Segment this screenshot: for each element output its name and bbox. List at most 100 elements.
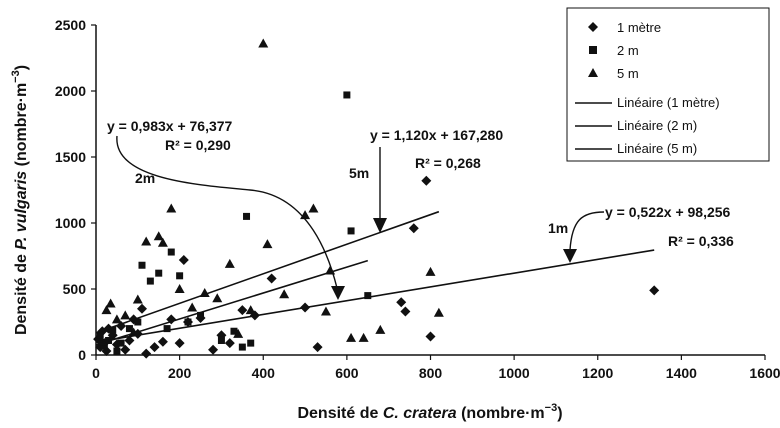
point-1m [224, 338, 235, 349]
point-1m [208, 344, 219, 355]
legend-label-linear-5m: Linéaire (5 m) [617, 141, 697, 156]
point-2m [146, 277, 154, 285]
point-2m [343, 91, 351, 99]
legend-label-2m: 2 m [617, 43, 639, 58]
arrow-head-1m [563, 249, 577, 263]
point-2m [155, 269, 163, 277]
point-2m [217, 336, 225, 344]
tag-5m: 5m [349, 165, 369, 181]
point-1m [649, 285, 660, 296]
trend-lines [95, 210, 655, 346]
point-2m [113, 347, 121, 355]
point-5m [433, 307, 444, 317]
y-axis-title: Densité de P. vulgaris (nombre·m−3) [10, 65, 30, 335]
point-1m [425, 331, 436, 342]
point-5m [233, 328, 244, 338]
x-tick-label: 200 [168, 365, 192, 381]
x-tick-label: 1200 [582, 365, 613, 381]
point-5m [224, 258, 235, 268]
point-5m [105, 298, 116, 308]
point-5m [346, 332, 357, 342]
annotation-1m: y = 0,522x + 98,256 R² = 0,336 1m [548, 204, 734, 263]
point-2m [364, 292, 372, 300]
x-tick-label: 800 [419, 365, 443, 381]
x-tick-label: 600 [335, 365, 359, 381]
point-5m [153, 231, 164, 241]
point-1m [120, 344, 131, 355]
x-tick-label: 1400 [666, 365, 697, 381]
trend-line-1m [95, 249, 655, 343]
point-1m [149, 342, 160, 353]
point-5m [262, 239, 273, 249]
legend-diamond-icon [588, 22, 598, 32]
x-tick-label: 0 [92, 365, 100, 381]
point-1m [237, 305, 248, 316]
point-2m [117, 339, 125, 347]
r2-1m: R² = 0,336 [668, 233, 734, 249]
point-2m [247, 339, 255, 347]
point-2m [184, 318, 192, 326]
point-1m [312, 342, 323, 353]
point-1m [178, 254, 189, 265]
callout-curve-2m [116, 135, 338, 289]
x-tick-label: 1600 [749, 365, 780, 381]
trend-line-2m [95, 259, 369, 346]
point-5m [425, 266, 436, 276]
r2-5m: R² = 0,268 [415, 155, 481, 171]
point-1m [141, 348, 152, 359]
point-2m [138, 261, 146, 269]
point-2m [230, 327, 238, 335]
point-5m [132, 294, 143, 304]
legend-label-linear-1m: Linéaire (1 mètre) [617, 95, 720, 110]
callout-curve-1m [569, 211, 605, 251]
point-2m [243, 212, 251, 220]
point-1m [124, 335, 135, 346]
point-5m [375, 324, 386, 334]
point-2m [167, 248, 175, 256]
point-5m [258, 38, 269, 48]
legend-triangle-icon [588, 68, 598, 77]
x-ticks: 0 200 400 600 800 1000 1200 1400 1600 [92, 355, 780, 381]
point-2m [163, 325, 171, 333]
arrow-head-2m [331, 286, 345, 300]
point-2m [238, 343, 246, 351]
point-1m [400, 306, 411, 317]
point-5m [101, 305, 112, 315]
y-tick-label: 2500 [55, 17, 86, 33]
point-5m [320, 306, 331, 316]
arrow-head-5m [373, 218, 387, 233]
legend: 1 mètre 2 m 5 m Linéaire (1 mètre) Linéa… [566, 7, 770, 162]
point-2m [134, 318, 142, 326]
point-5m [174, 284, 185, 293]
legend-label-1m: 1 mètre [617, 20, 661, 35]
y-tick-label: 2000 [55, 83, 86, 99]
y-tick-label: 1000 [55, 215, 86, 231]
x-tick-label: 400 [252, 365, 276, 381]
point-2m [109, 326, 117, 334]
y-tick-label: 1500 [55, 149, 86, 165]
point-5m [308, 203, 319, 213]
point-5m [212, 293, 223, 303]
point-5m [358, 332, 369, 342]
equation-2m: y = 0,983x + 76,377 [107, 118, 233, 134]
point-1m [136, 303, 147, 314]
r2-2m: R² = 0,290 [165, 137, 231, 153]
x-tick-label: 1000 [499, 365, 530, 381]
y-tick-label: 0 [78, 347, 86, 363]
point-5m [279, 289, 290, 299]
point-1m [408, 223, 419, 234]
point-1m [174, 338, 185, 349]
point-5m [120, 310, 131, 320]
point-5m [245, 305, 256, 315]
annotation-2m: y = 0,983x + 76,377 R² = 0,290 2m [107, 118, 345, 300]
point-5m [141, 236, 152, 246]
tag-1m: 1m [548, 220, 568, 236]
trend-line-5m [95, 210, 440, 334]
point-2m [125, 325, 133, 333]
point-2m [197, 311, 205, 319]
point-2m [96, 331, 104, 339]
point-1m [421, 175, 432, 186]
legend-label-linear-2m: Linéaire (2 m) [617, 118, 697, 133]
point-5m [166, 203, 177, 213]
